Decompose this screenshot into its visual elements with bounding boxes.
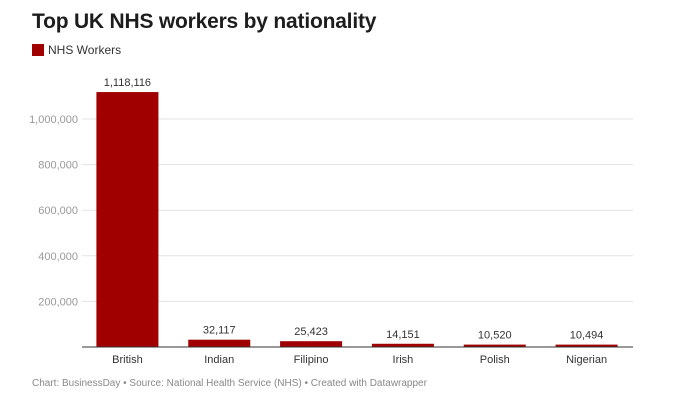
data-label: 1,118,116 [104,77,151,89]
legend-label: NHS Workers [48,43,122,57]
legend-swatch [32,44,44,56]
data-label: 25,423 [294,326,328,338]
x-tick-label: Filipino [294,354,329,366]
data-label: 32,117 [203,325,236,337]
y-tick-label: 800,000 [38,160,78,172]
x-tick-label: British [112,354,143,366]
chart-footer: Chart: BusinessDay • Source: National He… [32,378,427,389]
bar-indian [188,339,251,347]
x-tick-label: Polish [480,354,510,366]
y-tick-label: 400,000 [38,251,78,263]
y-tick-label: 600,000 [38,205,78,217]
bar-nigerian [555,344,618,347]
y-tick-label: 1,000,000 [29,114,78,126]
x-tick-label: Nigerian [566,354,607,366]
bar-british [96,92,159,347]
data-label: 10,494 [570,330,604,342]
bar-irish [371,343,434,347]
chart-title: Top UK NHS workers by nationality [32,10,377,33]
bar-filipino [280,341,343,347]
bar-polish [463,344,526,347]
x-tick-label: Irish [393,354,414,366]
x-tick-label: Indian [204,354,234,366]
y-tick-label: 200,000 [38,296,78,308]
data-label: 14,151 [386,329,420,341]
legend: NHS Workers [32,43,121,57]
data-label: 10,520 [478,330,512,342]
